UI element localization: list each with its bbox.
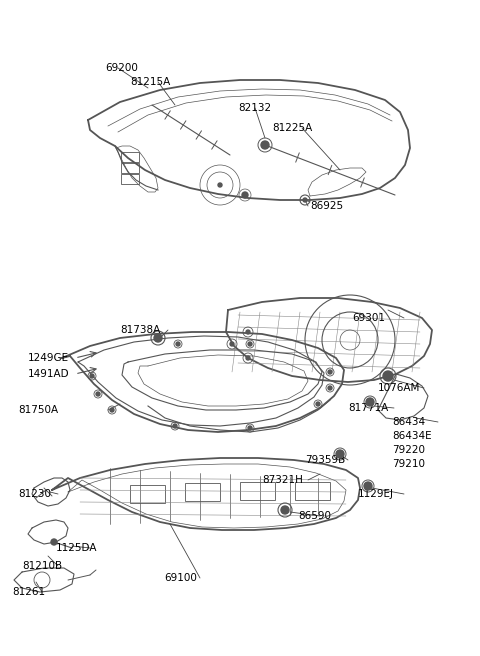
Text: 1125DA: 1125DA — [56, 543, 97, 553]
Text: 1129EJ: 1129EJ — [358, 489, 394, 499]
Circle shape — [261, 141, 269, 149]
Text: 86434E: 86434E — [392, 431, 432, 441]
Circle shape — [336, 450, 344, 458]
Circle shape — [96, 392, 100, 396]
Text: 1076AM: 1076AM — [378, 383, 420, 393]
Text: 81210B: 81210B — [22, 561, 62, 571]
Text: 79359B: 79359B — [305, 455, 345, 465]
Circle shape — [246, 330, 250, 334]
Circle shape — [176, 342, 180, 346]
Text: 87321H: 87321H — [262, 475, 303, 485]
Text: 86434: 86434 — [392, 417, 425, 427]
Circle shape — [242, 192, 248, 198]
Bar — [130, 485, 165, 503]
Circle shape — [281, 506, 289, 514]
Circle shape — [248, 426, 252, 430]
Circle shape — [248, 342, 252, 346]
Circle shape — [383, 371, 393, 381]
Circle shape — [110, 408, 114, 412]
Text: 81750A: 81750A — [18, 405, 58, 415]
Text: 69200: 69200 — [105, 63, 138, 73]
Text: 82132: 82132 — [238, 103, 271, 113]
Circle shape — [51, 539, 57, 545]
Circle shape — [90, 374, 94, 378]
Circle shape — [303, 198, 307, 202]
Text: 81261: 81261 — [12, 587, 45, 597]
Circle shape — [173, 424, 177, 428]
Text: 81225A: 81225A — [272, 123, 312, 133]
Circle shape — [316, 402, 320, 406]
Text: 86925: 86925 — [310, 201, 343, 211]
Circle shape — [328, 386, 332, 390]
Circle shape — [230, 342, 234, 346]
Text: 69100: 69100 — [164, 573, 197, 583]
Circle shape — [246, 356, 250, 360]
Text: 86590: 86590 — [298, 511, 331, 521]
Text: 1491AD: 1491AD — [28, 369, 70, 379]
Text: 81738A: 81738A — [120, 325, 160, 335]
Circle shape — [218, 183, 222, 187]
Text: 1249GE: 1249GE — [28, 353, 69, 363]
Bar — [240, 482, 275, 500]
Text: 81215A: 81215A — [130, 77, 170, 87]
Circle shape — [154, 334, 162, 342]
Text: 69301: 69301 — [352, 313, 385, 323]
Circle shape — [366, 398, 374, 406]
Bar — [121, 174, 139, 184]
Text: 79220: 79220 — [392, 445, 425, 455]
Text: 81771A: 81771A — [348, 403, 388, 413]
Bar — [295, 482, 330, 500]
Bar — [185, 483, 220, 501]
Text: 81230: 81230 — [18, 489, 51, 499]
Bar — [121, 152, 139, 162]
Text: 79210: 79210 — [392, 459, 425, 469]
Bar — [121, 163, 139, 173]
Circle shape — [364, 482, 372, 490]
Circle shape — [328, 370, 332, 374]
